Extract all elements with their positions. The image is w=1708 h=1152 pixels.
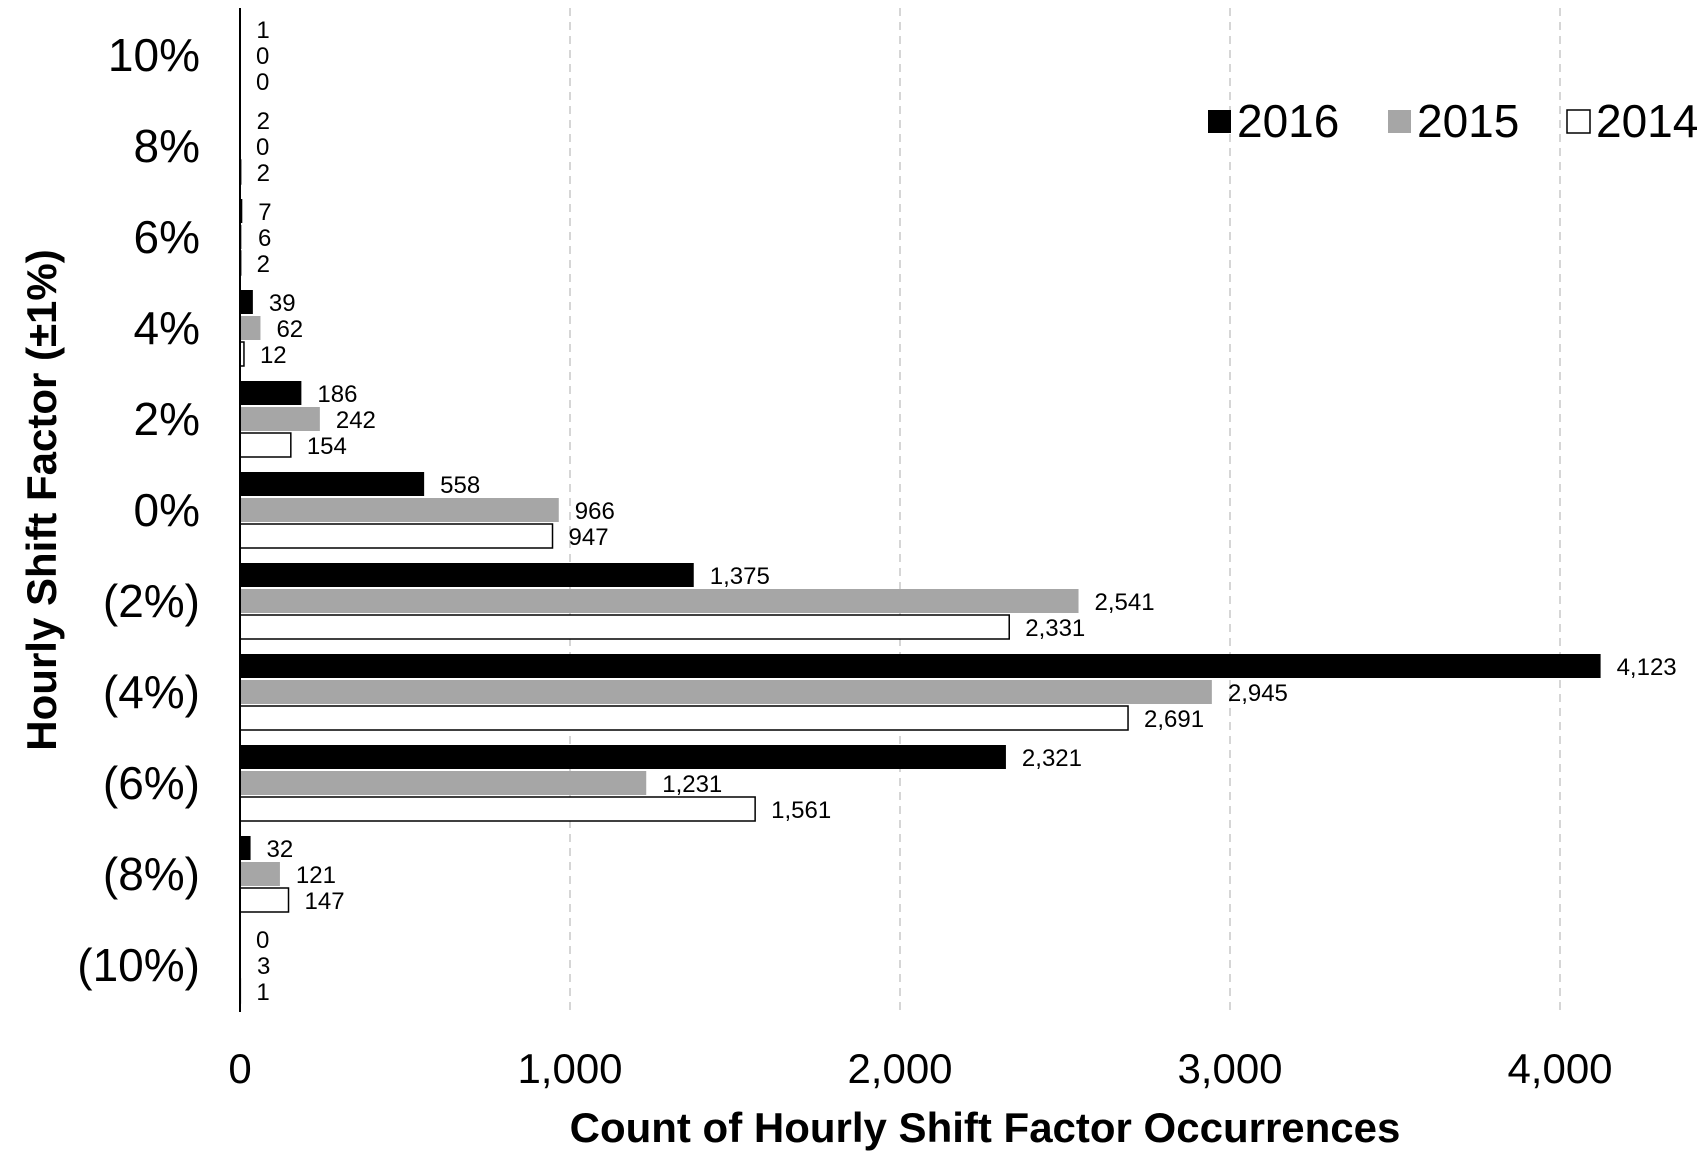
- x-tick-label: 4,000: [1507, 1045, 1612, 1092]
- y-category-label: 8%: [134, 120, 200, 172]
- bar-2016: [240, 654, 1601, 678]
- x-axis-title: Count of Hourly Shift Factor Occurrences: [570, 1104, 1401, 1151]
- legend-label-2016: 2016: [1237, 95, 1339, 147]
- bar-2016: [240, 381, 302, 405]
- data-label-2014: 2,331: [1025, 615, 1085, 642]
- bar-2015: [240, 498, 559, 522]
- x-tick-label: 3,000: [1177, 1045, 1282, 1092]
- data-label-2014: 0: [256, 69, 269, 96]
- data-label-2014: 154: [307, 433, 347, 460]
- bar-2016: [240, 563, 694, 587]
- legend-label-2015: 2015: [1417, 95, 1519, 147]
- data-label-2016: 1,375: [710, 563, 770, 590]
- bar-2016: [240, 199, 243, 223]
- data-label-2016: 0: [256, 927, 269, 954]
- data-label-2014: 2: [257, 251, 270, 278]
- data-label-2016: 4,123: [1617, 654, 1677, 681]
- data-label-2016: 2: [257, 108, 270, 135]
- bar-2014: [239, 523, 554, 549]
- data-labels-layer: 1002027623962121862421545589669471,3752,…: [256, 17, 1677, 1006]
- data-label-2015: 62: [276, 316, 303, 343]
- data-label-2016: 558: [440, 472, 480, 499]
- data-label-2015: 3: [257, 953, 270, 980]
- data-label-2015: 1,231: [662, 771, 722, 798]
- y-category-label: (4%): [103, 666, 200, 718]
- data-label-2015: 2,541: [1095, 589, 1155, 616]
- x-tick-label: 2,000: [847, 1045, 952, 1092]
- data-label-2015: 0: [256, 43, 269, 70]
- bar-2014: [239, 887, 290, 913]
- bars-layer: [239, 17, 1601, 1004]
- y-category-label: (2%): [103, 575, 200, 627]
- bar-2015: [240, 680, 1212, 704]
- bar-2015: [240, 862, 280, 886]
- grid-layer: [569, 8, 1561, 1012]
- data-label-2015: 6: [258, 225, 271, 252]
- data-label-2015: 0: [256, 134, 269, 161]
- legend-label-2014: 2014: [1596, 95, 1698, 147]
- bar-2016: [240, 290, 253, 314]
- data-label-2014: 2,691: [1144, 706, 1204, 733]
- y-category-label: 10%: [108, 29, 200, 81]
- bar-2016: [240, 836, 251, 860]
- axis-layer: 0 1,000 2,000 3,000 4,000 10% 8% 6% 4% 2% 0% (2%) (4…: [77, 8, 1613, 1092]
- data-label-2016: 1: [256, 17, 269, 44]
- data-label-2016: 2,321: [1022, 745, 1082, 772]
- y-category-label: 6%: [134, 211, 200, 263]
- data-label-2014: 12: [260, 342, 287, 369]
- bar-2015: [240, 316, 261, 340]
- bar-2016: [240, 472, 425, 496]
- y-category-label: (10%): [77, 939, 200, 991]
- bar-2015: [240, 771, 647, 795]
- y-category-label: (6%): [103, 757, 200, 809]
- data-label-2014: 1,561: [771, 797, 831, 824]
- legend-swatch-2014: [1566, 109, 1591, 134]
- x-tick-label: 0: [228, 1045, 251, 1092]
- legend-swatch-2015: [1388, 110, 1411, 133]
- y-category-label: 4%: [134, 302, 200, 354]
- x-tick-label: 1,000: [517, 1045, 622, 1092]
- legend: 2016 2015 2014: [1208, 95, 1698, 147]
- data-label-2014: 1: [256, 979, 269, 1006]
- data-label-2016: 7: [258, 199, 271, 226]
- bar-2014: [239, 796, 756, 822]
- y-axis-title: Hourly Shift Factor (±1%): [18, 249, 65, 750]
- bar-2015: [240, 589, 1079, 613]
- bar-2015: [240, 407, 320, 431]
- data-label-2015: 2,945: [1228, 680, 1288, 707]
- data-label-2016: 32: [267, 836, 294, 863]
- y-category-label: (8%): [103, 848, 200, 900]
- data-label-2015: 121: [296, 862, 336, 889]
- data-label-2016: 39: [269, 290, 296, 317]
- y-category-label: 0%: [134, 484, 200, 536]
- y-category-label: 2%: [134, 393, 200, 445]
- data-label-2016: 186: [317, 381, 357, 408]
- data-label-2014: 947: [569, 524, 609, 551]
- data-label-2014: 147: [305, 888, 345, 915]
- bar-2016: [240, 745, 1006, 769]
- data-label-2014: 2: [257, 160, 270, 187]
- bar-2014: [239, 432, 292, 458]
- data-label-2015: 242: [336, 407, 376, 434]
- data-label-2015: 966: [575, 498, 615, 525]
- bar-2014: [239, 705, 1129, 731]
- legend-swatch-2016: [1208, 110, 1231, 133]
- bar-2014: [239, 614, 1010, 640]
